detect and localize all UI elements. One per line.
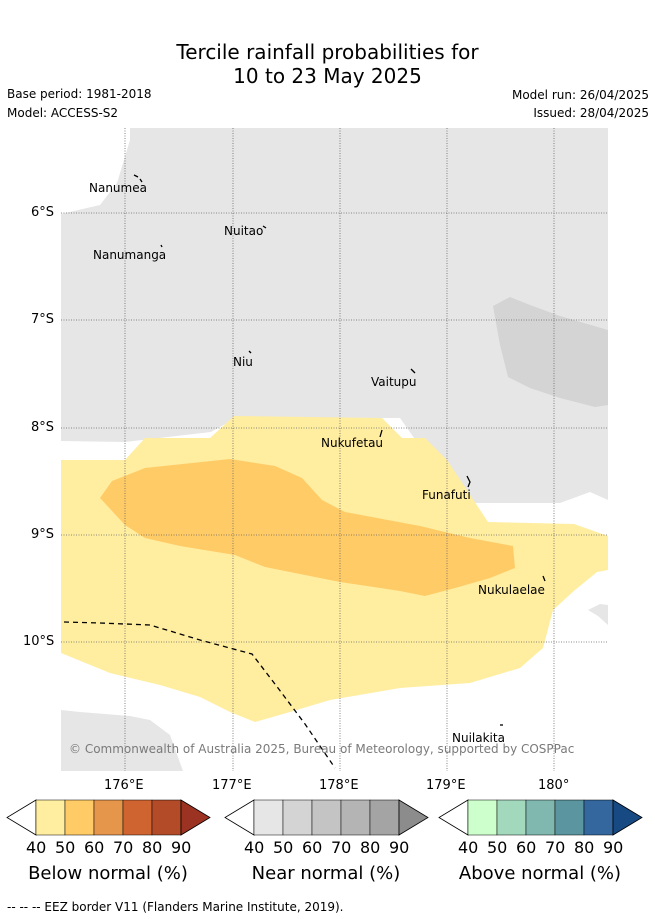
legend-tick-label: 80 xyxy=(574,838,595,857)
title-line-2: 10 to 23 May 2025 xyxy=(233,64,422,88)
legend-tick-label: 60 xyxy=(302,838,323,857)
lon-tick: 178°E xyxy=(319,778,359,793)
islands xyxy=(133,174,546,726)
near-normal-40-region-east xyxy=(588,604,608,625)
legend-arrow-low xyxy=(6,799,37,836)
place-label: Nukulaelae xyxy=(478,583,545,597)
legend-swatch xyxy=(311,799,342,836)
lat-tick: 9°S xyxy=(31,527,55,542)
lat-tick: 10°S xyxy=(23,634,55,649)
lat-tick: 6°S xyxy=(31,205,55,220)
issued-date: Issued: 28/04/2025 xyxy=(533,106,649,120)
legend-swatch xyxy=(151,799,182,836)
legend-swatch xyxy=(64,799,95,836)
legend-swatch xyxy=(340,799,371,836)
copyright-text: © Commonwealth of Australia 2025, Bureau… xyxy=(69,742,575,756)
model-name: Model: ACCESS-S2 xyxy=(7,106,119,120)
legend-tick-label: 70 xyxy=(113,838,134,857)
legend-tick-label: 70 xyxy=(545,838,566,857)
legend-arrow-high xyxy=(180,799,211,836)
legend-tick-label: 50 xyxy=(55,838,76,857)
legend-swatch xyxy=(554,799,585,836)
legend-tick-label: 70 xyxy=(331,838,352,857)
legend-arrow-high xyxy=(612,799,643,836)
legend-tick-label: 50 xyxy=(273,838,294,857)
legend-below-normal-label: Below normal (%) xyxy=(28,863,188,884)
place-label: Nanumanga xyxy=(93,248,166,262)
legend-near-normal-label: Near normal (%) xyxy=(251,863,401,884)
legend-swatch xyxy=(122,799,153,836)
legend-swatch xyxy=(467,799,498,836)
legend-swatch xyxy=(496,799,527,836)
chart-title: Tercile rainfall probabilities for 10 to… xyxy=(0,40,655,88)
legend-tick-label: 80 xyxy=(360,838,381,857)
lon-tick: 179°E xyxy=(426,778,466,793)
legend-tick-label: 40 xyxy=(244,838,265,857)
legend-tick-label: 90 xyxy=(171,838,192,857)
eez-border xyxy=(63,621,336,769)
eez-footer-note: -- -- -- EEZ border V11 (Flanders Marine… xyxy=(7,900,344,914)
lat-tick: 7°S xyxy=(31,312,55,327)
legend-tick-label: 60 xyxy=(516,838,537,857)
title-line-1: Tercile rainfall probabilities for xyxy=(176,40,479,64)
near-normal-50-region xyxy=(493,297,608,407)
legend-tick-label: 50 xyxy=(487,838,508,857)
model-run: Model run: 26/04/2025 xyxy=(511,88,649,102)
near-normal-40-region-south xyxy=(61,710,183,771)
legend-swatch xyxy=(282,799,313,836)
legend-above-normal-label: Above normal (%) xyxy=(458,863,622,884)
near-normal-40-region xyxy=(61,128,608,503)
lon-tick: 177°E xyxy=(212,778,252,793)
legend-group xyxy=(6,799,643,836)
legend-tick-label: 80 xyxy=(142,838,163,857)
place-label: Nukufetau xyxy=(321,436,383,450)
place-label: Vaitupu xyxy=(371,375,417,389)
legend-tick-label: 90 xyxy=(389,838,410,857)
lat-tick: 8°S xyxy=(31,420,55,435)
legend-swatch xyxy=(253,799,284,836)
legend-tick-label: 40 xyxy=(26,838,47,857)
legend-swatch xyxy=(93,799,124,836)
gridlines xyxy=(61,128,608,771)
legend-swatch xyxy=(583,799,614,836)
legend-tick-label: 90 xyxy=(603,838,624,857)
place-label: Funafuti xyxy=(422,488,471,502)
base-period: Base period: 1981-2018 xyxy=(7,87,152,101)
legend-arrow-low xyxy=(438,799,469,836)
legend-swatch xyxy=(35,799,66,836)
place-label: Nuitao xyxy=(224,224,263,238)
below-normal-50-region xyxy=(100,459,515,596)
legend-tick-label: 60 xyxy=(84,838,105,857)
legend-swatch xyxy=(369,799,400,836)
legend-swatch xyxy=(525,799,556,836)
place-label: Niu xyxy=(233,355,253,369)
legend-arrow-high xyxy=(398,799,429,836)
legend-tick-label: 40 xyxy=(458,838,479,857)
lon-tick: 176°E xyxy=(104,778,144,793)
legend-arrow-low xyxy=(224,799,255,836)
place-label: Nuilakita xyxy=(452,731,505,745)
place-label: Nanumea xyxy=(89,181,147,195)
lon-tick: 180° xyxy=(538,778,570,793)
